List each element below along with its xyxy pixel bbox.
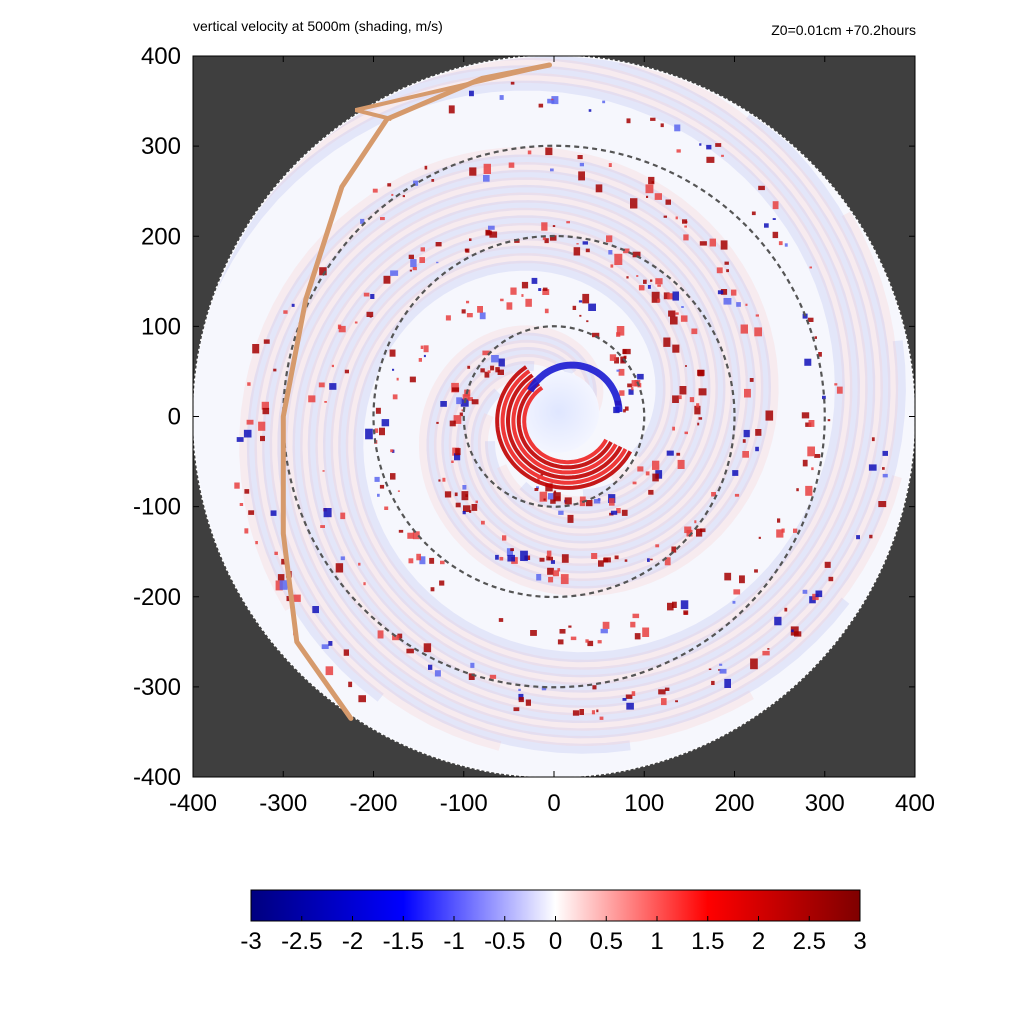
y-tick-label: -100 xyxy=(133,494,181,521)
x-tick-label: 300 xyxy=(805,790,845,817)
x-tick-label: -200 xyxy=(349,790,397,817)
colorbar-tick-label: -1.5 xyxy=(383,928,424,955)
colorbar-tick-label: -3 xyxy=(240,928,261,955)
y-tick-label: -200 xyxy=(133,584,181,611)
x-tick-label: 200 xyxy=(714,790,754,817)
colorbar-tick-label: -1 xyxy=(443,928,464,955)
colorbar-tick-label: 0 xyxy=(549,928,562,955)
y-tick-label: 200 xyxy=(141,223,181,250)
track-line xyxy=(280,62,552,721)
y-tick-label: 400 xyxy=(141,43,181,70)
colorbar-tick-label: 1.5 xyxy=(691,928,724,955)
colorbar-tick-label: 0.5 xyxy=(590,928,623,955)
x-tick-label: -400 xyxy=(169,790,217,817)
chart-title: vertical velocity at 5000m (shading, m/s… xyxy=(193,18,443,34)
range-ring-100 xyxy=(462,325,646,508)
y-tick-label: 100 xyxy=(141,313,181,340)
y-tick-label: 300 xyxy=(141,133,181,160)
colorbar xyxy=(250,889,861,922)
colorbar-tick-label: 2 xyxy=(752,928,765,955)
track-hook xyxy=(354,63,550,122)
run-annotation: Z0=0.01cm +70.2hours xyxy=(771,22,916,38)
x-tick-label: 100 xyxy=(624,790,664,817)
colorbar-tick-label: -2.5 xyxy=(281,928,322,955)
x-tick-label: 0 xyxy=(547,790,560,817)
x-tick-label: 400 xyxy=(895,790,935,817)
colorbar-tick-label: 3 xyxy=(853,928,866,955)
x-tick-label: -300 xyxy=(259,790,307,817)
colorbar-tick-label: -2 xyxy=(342,928,363,955)
colorbar-tick-label: 2.5 xyxy=(793,928,826,955)
eyewall xyxy=(495,361,633,490)
colorbar-tick-label: -0.5 xyxy=(484,928,525,955)
colorbar-tick-label: 1 xyxy=(650,928,663,955)
y-tick-label: -300 xyxy=(133,674,181,701)
y-tick-label: 0 xyxy=(168,404,181,431)
range-ring-200 xyxy=(372,234,736,599)
x-tick-label: -100 xyxy=(440,790,488,817)
y-tick-label: -400 xyxy=(133,764,181,791)
